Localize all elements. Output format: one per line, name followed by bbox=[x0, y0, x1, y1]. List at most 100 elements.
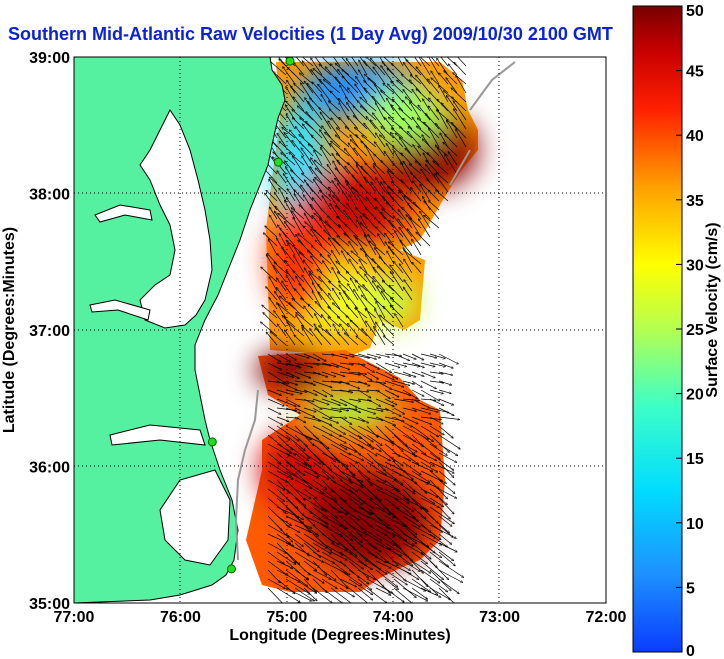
velocity-vector bbox=[423, 99, 431, 112]
velocity-vector bbox=[375, 461, 402, 476]
velocity-vector bbox=[362, 329, 377, 346]
velocity-vector bbox=[375, 398, 394, 407]
velocity-vector bbox=[274, 192, 287, 211]
velocity-vector bbox=[304, 306, 314, 319]
velocity-vector bbox=[406, 215, 422, 229]
velocity-vector bbox=[303, 569, 324, 583]
velocity-vector bbox=[412, 117, 422, 130]
velocity-vector bbox=[348, 416, 365, 421]
velocity-vector bbox=[384, 479, 400, 492]
velocity-vector bbox=[266, 287, 278, 301]
velocity-vector bbox=[415, 161, 431, 175]
velocity-vector bbox=[308, 304, 323, 319]
velocity-vector bbox=[344, 233, 359, 247]
velocity-vector bbox=[364, 81, 377, 94]
page-title: Southern Mid-Atlantic Raw Velocities (1 … bbox=[8, 24, 613, 44]
velocity-vector bbox=[267, 524, 289, 537]
velocity-vector bbox=[328, 101, 341, 112]
velocity-vector bbox=[375, 371, 394, 380]
velocity-vector bbox=[321, 354, 335, 355]
velocity-vector bbox=[390, 298, 404, 310]
velocity-vector bbox=[357, 443, 377, 456]
velocity-vector bbox=[350, 278, 359, 292]
station-marker bbox=[226, 564, 236, 574]
velocity-vector bbox=[325, 132, 341, 148]
velocity-vector bbox=[411, 416, 432, 425]
velocity-vector bbox=[420, 380, 437, 389]
velocity-vector bbox=[387, 68, 404, 85]
velocity-vector bbox=[314, 230, 332, 247]
y-tick-label: 36:00 bbox=[29, 460, 70, 477]
velocity-vector bbox=[293, 255, 305, 274]
velocity-vector bbox=[410, 75, 422, 85]
velocity-vector bbox=[429, 506, 454, 524]
velocity-vector bbox=[414, 57, 422, 67]
velocity-vector bbox=[267, 470, 287, 482]
velocity-vector bbox=[299, 205, 314, 220]
velocity-vector bbox=[384, 118, 395, 130]
velocity-vector bbox=[294, 551, 320, 567]
velocity-vector bbox=[288, 243, 296, 256]
velocity-vector bbox=[328, 293, 341, 310]
velocity-vector bbox=[269, 215, 278, 229]
velocity-vector bbox=[339, 506, 359, 520]
velocity-vector bbox=[339, 488, 363, 504]
velocity-vector bbox=[366, 551, 387, 563]
velocity-vector bbox=[420, 398, 436, 400]
colorbar-label: Surface Velocity (cm/s) bbox=[704, 222, 721, 397]
velocity-vector bbox=[429, 380, 444, 383]
james-river bbox=[89, 299, 151, 321]
velocity-vector bbox=[364, 123, 377, 139]
velocity-vector bbox=[304, 268, 314, 283]
velocity-vector bbox=[368, 234, 377, 247]
velocity-vector bbox=[297, 106, 314, 121]
velocity-vector bbox=[294, 194, 305, 211]
velocity-vector bbox=[388, 242, 404, 256]
velocity-vector bbox=[330, 362, 350, 370]
velocity-vector bbox=[402, 353, 416, 359]
velocity-vector bbox=[410, 102, 422, 121]
velocity-vector bbox=[420, 425, 439, 437]
velocity-vector bbox=[365, 163, 377, 175]
velocity-vector bbox=[357, 488, 373, 500]
velocity-vector bbox=[303, 488, 317, 499]
velocity-vector bbox=[267, 578, 286, 589]
velocity-vector bbox=[261, 267, 278, 283]
colorbar-tick-label: 15 bbox=[686, 451, 704, 468]
velocity-vector bbox=[348, 425, 373, 442]
velocity-vector bbox=[362, 135, 377, 148]
velocity-vector bbox=[380, 315, 395, 328]
velocity-vector bbox=[409, 218, 422, 238]
velocity-vector bbox=[402, 398, 420, 401]
velocity-vector bbox=[393, 362, 407, 367]
velocity-vector bbox=[337, 160, 350, 175]
velocity-vector bbox=[312, 425, 332, 436]
velocity-vector bbox=[357, 380, 370, 386]
velocity-vector bbox=[285, 506, 304, 524]
velocity-vector bbox=[350, 140, 368, 157]
velocity-vector bbox=[426, 160, 440, 175]
velocity-vector bbox=[273, 72, 287, 85]
velocity-vector bbox=[320, 147, 332, 166]
velocity-vector bbox=[384, 389, 399, 397]
velocity-vector bbox=[402, 461, 421, 475]
velocity-vector bbox=[373, 67, 386, 85]
speed-blob-yellow-east bbox=[373, 272, 417, 328]
velocity-vector bbox=[287, 322, 305, 337]
velocity-vector bbox=[373, 276, 386, 292]
velocity-vector bbox=[330, 506, 347, 515]
velocity-vector bbox=[312, 542, 331, 554]
velocity-vector bbox=[411, 569, 428, 587]
velocity-vector bbox=[299, 252, 314, 265]
velocity-vector bbox=[375, 389, 390, 399]
velocity-vector bbox=[429, 515, 450, 533]
velocity-vector bbox=[312, 524, 334, 543]
x-tick-label: 76:00 bbox=[160, 609, 201, 626]
velocity-vector bbox=[307, 184, 323, 202]
y-axis-ticks: 39:00 38:00 37:00 36:00 35:00 bbox=[29, 50, 70, 613]
velocity-vector bbox=[348, 452, 364, 461]
velocity-vector bbox=[320, 254, 332, 265]
velocity-vector bbox=[318, 84, 332, 103]
velocity-vector bbox=[294, 470, 312, 489]
velocity-vector bbox=[285, 407, 301, 413]
